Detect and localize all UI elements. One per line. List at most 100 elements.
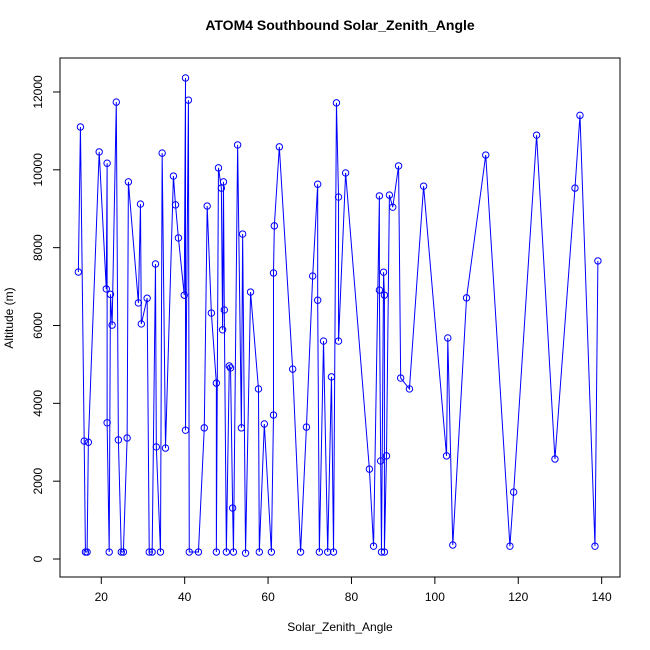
- point: [112, 98, 120, 106]
- point: [119, 548, 128, 556]
- y-axis-label: Altitude (m): [2, 287, 16, 348]
- point: [105, 548, 113, 556]
- point: [74, 268, 83, 276]
- y-tick-label: 12000: [31, 75, 45, 109]
- x-tick-label: 80: [345, 590, 359, 604]
- y-tick-label: 10000: [31, 153, 45, 187]
- point: [143, 294, 151, 302]
- point: [308, 272, 317, 280]
- point: [313, 296, 322, 304]
- point: [174, 234, 183, 242]
- point: [313, 180, 322, 188]
- chart-title: ATOM4 Southbound Solar_Zenith_Angle: [205, 17, 475, 33]
- point: [225, 362, 233, 370]
- point: [394, 162, 403, 170]
- point: [323, 548, 332, 556]
- point: [375, 192, 384, 200]
- point: [102, 285, 110, 293]
- x-tick-label: 140: [592, 590, 612, 604]
- point: [219, 178, 228, 186]
- point: [200, 424, 208, 432]
- point: [260, 420, 269, 428]
- point: [114, 436, 123, 444]
- point: [269, 269, 278, 277]
- point: [181, 426, 190, 434]
- x-tick-label: 60: [261, 590, 275, 604]
- point: [171, 201, 180, 209]
- point: [255, 548, 264, 556]
- point: [169, 172, 178, 180]
- point: [76, 123, 85, 131]
- point: [462, 294, 471, 302]
- point: [238, 230, 247, 238]
- point: [212, 548, 221, 556]
- point: [329, 548, 338, 556]
- point: [180, 291, 188, 299]
- point: [229, 548, 238, 556]
- point: [241, 549, 250, 557]
- point: [275, 143, 284, 151]
- point: [270, 222, 279, 230]
- point: [389, 203, 397, 211]
- point: [194, 548, 203, 556]
- point: [385, 191, 394, 199]
- point: [203, 202, 211, 210]
- point: [296, 548, 305, 556]
- point: [267, 548, 276, 556]
- point: [124, 178, 133, 186]
- y-tick-label: 6000: [31, 312, 45, 339]
- point: [334, 337, 343, 345]
- plot-frame: [59, 57, 621, 578]
- point: [156, 548, 165, 556]
- point: [375, 286, 384, 294]
- point: [134, 299, 143, 307]
- point: [377, 548, 386, 556]
- point: [84, 438, 93, 446]
- point: [332, 99, 341, 107]
- point: [212, 379, 221, 387]
- point: [288, 365, 297, 373]
- x-tick-label: 120: [508, 590, 528, 604]
- point: [117, 548, 125, 556]
- point: [181, 74, 190, 82]
- point: [161, 444, 170, 452]
- point: [103, 159, 111, 167]
- point: [380, 291, 389, 299]
- point: [382, 452, 391, 460]
- point: [136, 200, 145, 208]
- y-tick-label: 4000: [31, 390, 45, 417]
- point: [506, 542, 514, 550]
- point: [341, 169, 350, 177]
- point: [123, 434, 131, 442]
- point: [482, 151, 490, 159]
- point: [228, 504, 237, 512]
- y-tick-label: 2000: [31, 468, 45, 495]
- point: [185, 548, 193, 556]
- point: [532, 131, 541, 139]
- x-tick-label: 40: [178, 590, 192, 604]
- point: [327, 373, 336, 381]
- point: [145, 548, 153, 556]
- point: [214, 164, 223, 172]
- point: [380, 548, 389, 556]
- point: [222, 548, 231, 556]
- point: [369, 542, 378, 550]
- point: [151, 260, 160, 268]
- point: [594, 257, 602, 265]
- point: [365, 465, 374, 473]
- point: [220, 306, 228, 314]
- point: [449, 541, 457, 549]
- x-tick-label: 100: [425, 590, 445, 604]
- point: [379, 268, 388, 276]
- point: [396, 374, 405, 382]
- point: [442, 452, 451, 460]
- point: [334, 193, 343, 201]
- point: [591, 542, 599, 550]
- point: [319, 337, 328, 345]
- point: [226, 364, 235, 372]
- y-tick-label: 0: [31, 555, 45, 562]
- point: [184, 96, 193, 104]
- point: [237, 424, 246, 432]
- point: [233, 141, 242, 149]
